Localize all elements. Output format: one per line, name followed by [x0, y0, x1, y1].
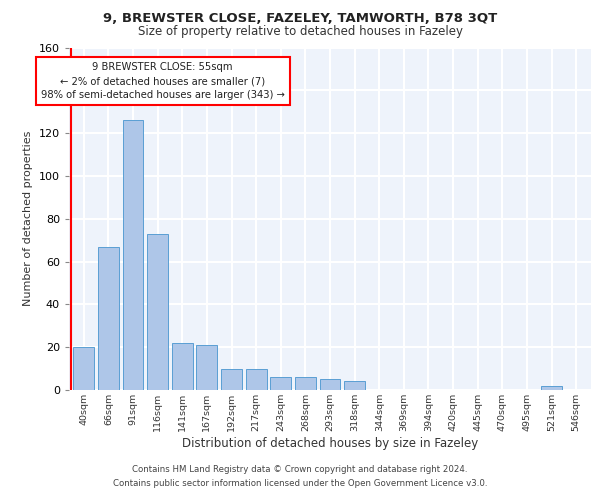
Bar [221, 368, 242, 390]
Bar [122, 120, 143, 390]
Bar [344, 382, 365, 390]
Bar [147, 234, 168, 390]
Bar [245, 368, 266, 390]
Bar [98, 246, 119, 390]
X-axis label: Distribution of detached houses by size in Fazeley: Distribution of detached houses by size … [182, 436, 478, 450]
Text: Contains HM Land Registry data © Crown copyright and database right 2024.
Contai: Contains HM Land Registry data © Crown c… [113, 466, 487, 487]
Y-axis label: Number of detached properties: Number of detached properties [23, 131, 33, 306]
Bar [172, 343, 193, 390]
Bar [270, 377, 291, 390]
Text: 9 BREWSTER CLOSE: 55sqm
← 2% of detached houses are smaller (7)
98% of semi-deta: 9 BREWSTER CLOSE: 55sqm ← 2% of detached… [41, 62, 284, 100]
Bar [196, 345, 217, 390]
Bar [73, 347, 94, 390]
Text: Size of property relative to detached houses in Fazeley: Size of property relative to detached ho… [137, 25, 463, 38]
Text: 9, BREWSTER CLOSE, FAZELEY, TAMWORTH, B78 3QT: 9, BREWSTER CLOSE, FAZELEY, TAMWORTH, B7… [103, 12, 497, 26]
Bar [541, 386, 562, 390]
Bar [320, 380, 340, 390]
Bar [295, 377, 316, 390]
